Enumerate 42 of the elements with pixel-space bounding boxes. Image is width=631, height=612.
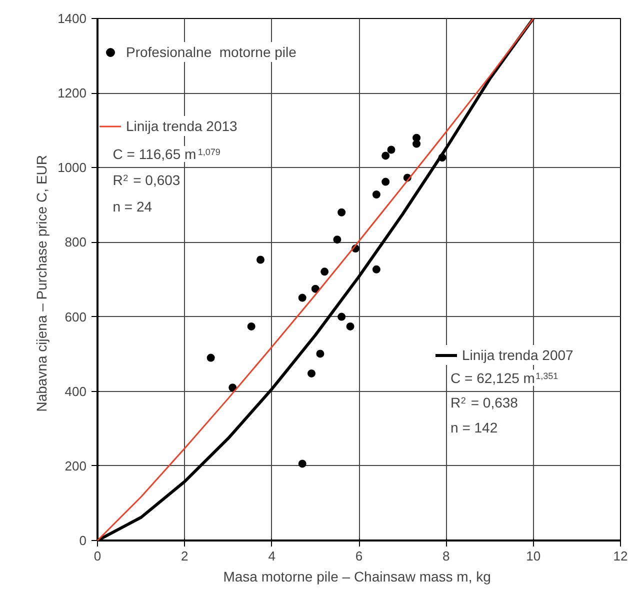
annotation: n = 142: [450, 419, 498, 436]
x-tick-label: 8: [442, 548, 450, 564]
x-axis-title: Masa motorne pile – Chainsaw mass m, kg: [223, 568, 491, 584]
x-tick-label: 2: [181, 548, 188, 564]
point: [346, 322, 354, 330]
point: [228, 384, 237, 392]
point: [320, 268, 329, 276]
annotation: n = 24: [112, 198, 152, 214]
point: [382, 152, 390, 160]
y-tick-label: 800: [64, 234, 87, 250]
y-tick-label: 0: [79, 533, 87, 548]
y-tick-label: 1000: [58, 160, 86, 176]
point: [372, 265, 380, 274]
point: [338, 312, 346, 321]
point: [298, 460, 306, 468]
point: [298, 294, 306, 302]
y-tick-label: 1200: [58, 86, 86, 101]
x-tick-label: 10: [526, 548, 541, 564]
point: [333, 236, 342, 244]
y-tick-label: 200: [64, 458, 87, 474]
legend-label: Profesionalne motorne pile: [126, 44, 296, 60]
x-tick-label: 4: [268, 548, 276, 564]
point: [316, 350, 324, 358]
point: [307, 369, 316, 378]
x-tick-label: 6: [355, 548, 363, 564]
point: [372, 190, 380, 198]
legend-label: Linija trenda 2007: [462, 347, 574, 363]
x-tick-label: 12: [613, 548, 628, 564]
y-tick-label: 600: [64, 309, 87, 324]
point: [247, 322, 256, 330]
y-axis-title: Nabavna cijena – Purchase price C, EUR: [34, 154, 50, 412]
legend-label: Linija trenda 2013: [126, 118, 238, 134]
x-tick-label: 0: [94, 548, 102, 564]
point: [256, 256, 264, 264]
y-tick-label: 400: [64, 384, 87, 399]
y-tick-label: 1400: [58, 11, 86, 26]
point: [311, 284, 320, 293]
point: [338, 208, 346, 216]
point: [412, 140, 421, 148]
point: [387, 146, 396, 154]
point: [206, 354, 215, 362]
point: [382, 178, 390, 186]
